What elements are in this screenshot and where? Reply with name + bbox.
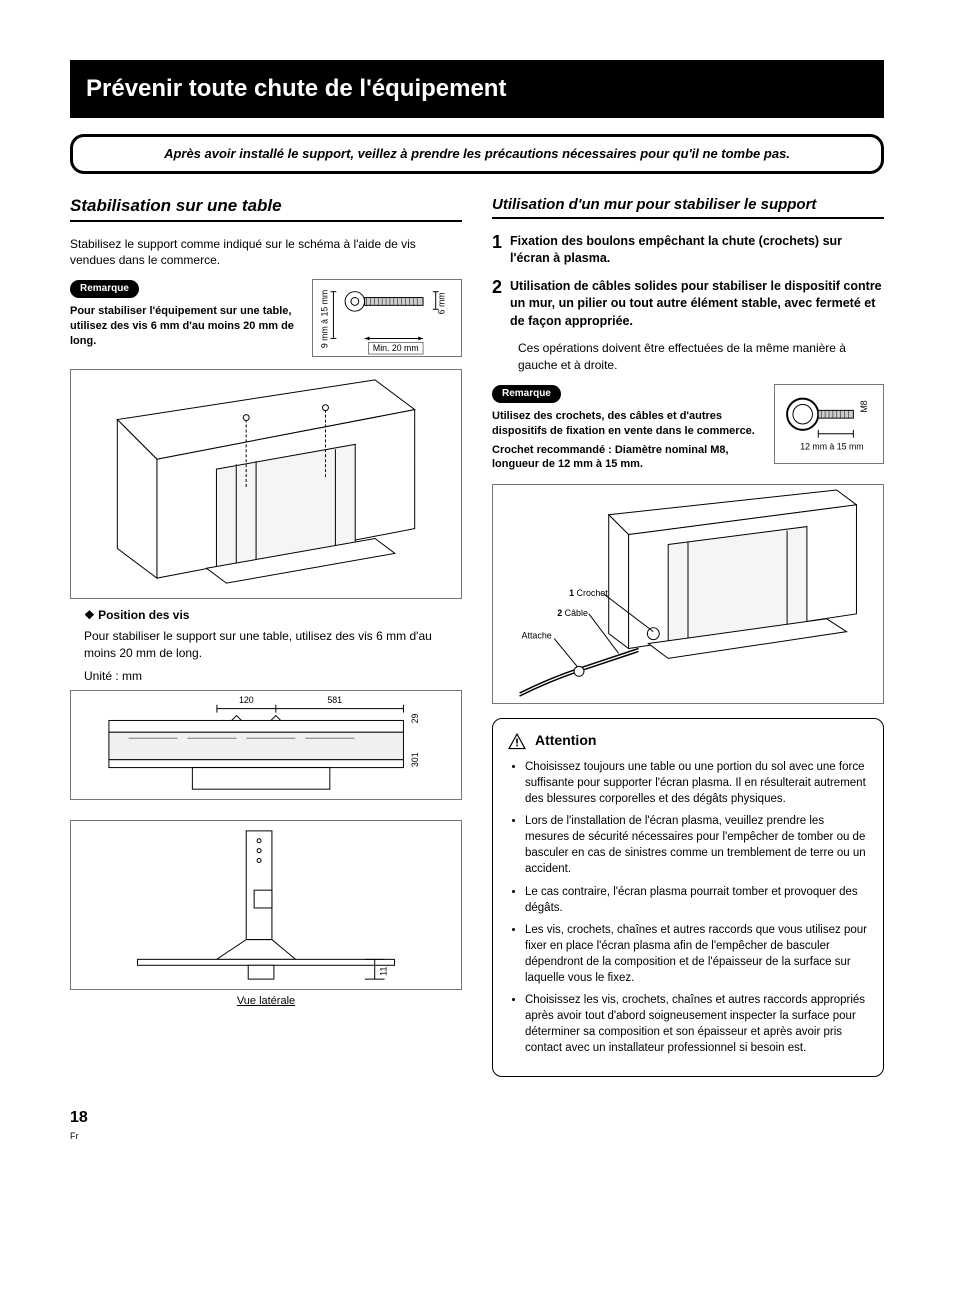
step-1: 1 Fixation des boulons empêchant la chut… (492, 233, 884, 268)
svg-text:Attache: Attache (522, 631, 552, 641)
page-footer: 18 Fr (70, 1107, 884, 1142)
attention-heading: Attention (507, 731, 869, 751)
warning-banner: Après avoir installé le support, veillez… (70, 134, 884, 174)
position-unit: Unité : mm (84, 668, 462, 685)
wall-mount-isometric-diagram: 1 Crochet 2 Câble Attache (492, 484, 884, 704)
left-intro: Stabilisez le support comme indiqué sur … (70, 236, 462, 270)
right-remark-text2: Crochet recommandé : Diamètre nominal M8… (492, 443, 762, 473)
step-2-number: 2 (492, 278, 502, 331)
svg-text:581: 581 (327, 695, 342, 705)
step-2: 2 Utilisation de câbles solides pour sta… (492, 278, 884, 331)
step-1-number: 1 (492, 233, 502, 268)
attention-item: Choisissez les vis, crochets, chaînes et… (525, 992, 869, 1056)
svg-text:M8: M8 (859, 400, 869, 412)
svg-text:6 mm: 6 mm (436, 293, 446, 315)
content-columns: Stabilisation sur une table Stabilisez l… (70, 194, 884, 1078)
svg-text:9 mm à 15 mm: 9 mm à 15 mm (320, 290, 330, 348)
svg-text:Min. 20 mm: Min. 20 mm (373, 343, 419, 353)
step-note: Ces opérations doivent être effectuées d… (518, 340, 884, 374)
right-remark-row: Remarque Utilisez des crochets, des câbl… (492, 384, 884, 472)
remark-pill-right: Remarque (492, 385, 561, 403)
position-heading: Position des vis (84, 607, 462, 624)
right-column: Utilisation d'un mur pour stabiliser le … (492, 194, 884, 1078)
remark-pill: Remarque (70, 280, 139, 298)
step-1-text: Fixation des boulons empêchant la chute … (510, 233, 884, 268)
attention-list: Choisissez toujours une table ou une por… (507, 759, 869, 1057)
page-lang: Fr (70, 1130, 884, 1143)
screw-spec-diagram: 9 mm à 15 mm (312, 279, 462, 357)
step-2-text: Utilisation de câbles solides pour stabi… (510, 278, 884, 331)
left-remark-text: Pour stabiliser l'équipement sur une tab… (70, 304, 300, 349)
svg-text:11: 11 (379, 967, 389, 976)
svg-text:2 Câble: 2 Câble (557, 608, 588, 618)
attention-title: Attention (535, 731, 596, 751)
side-view-caption: Vue latérale (70, 994, 462, 1009)
position-p1: Pour stabiliser le support sur une table… (84, 628, 462, 662)
svg-text:120: 120 (239, 695, 254, 705)
side-view-diagram: 11 (70, 820, 462, 990)
hook-spec-diagram: M8 12 mm à 15 mm (774, 384, 884, 464)
attention-box: Attention Choisissez toujours une table … (492, 718, 884, 1077)
svg-text:29: 29 (410, 714, 420, 724)
warning-icon (507, 732, 527, 750)
tv-back-isometric-diagram (70, 369, 462, 599)
attention-item: Le cas contraire, l'écran plasma pourrai… (525, 884, 869, 916)
page-number: 18 (70, 1107, 884, 1129)
svg-text:301: 301 (410, 753, 420, 768)
attention-item: Choisissez toujours une table ou une por… (525, 759, 869, 807)
svg-text:1 Crochet: 1 Crochet (569, 588, 608, 598)
left-remark-row: Remarque Pour stabiliser l'équipement su… (70, 279, 462, 357)
left-heading: Stabilisation sur une table (70, 194, 462, 222)
right-remark-text1: Utilisez des crochets, des câbles et d'a… (492, 409, 762, 439)
svg-text:12 mm à 15 mm: 12 mm à 15 mm (800, 441, 863, 451)
top-view-dimension-diagram: 120 581 29 301 (70, 690, 462, 800)
left-column: Stabilisation sur une table Stabilisez l… (70, 194, 462, 1078)
attention-item: Les vis, crochets, chaînes et autres rac… (525, 922, 869, 986)
page-title: Prévenir toute chute de l'équipement (70, 60, 884, 118)
attention-item: Lors de l'installation de l'écran plasma… (525, 813, 869, 877)
right-heading: Utilisation d'un mur pour stabiliser le … (492, 194, 884, 219)
